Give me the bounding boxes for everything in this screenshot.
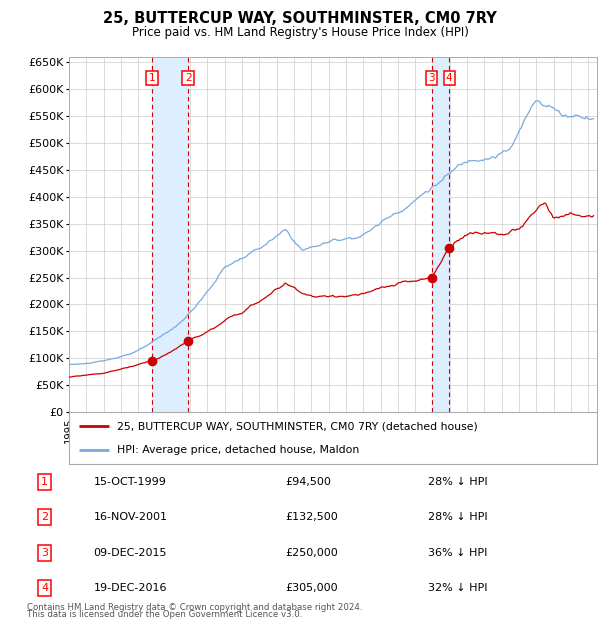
Text: 4: 4 [446,73,452,83]
Text: 2: 2 [185,73,191,83]
Text: 25, BUTTERCUP WAY, SOUTHMINSTER, CM0 7RY (detached house): 25, BUTTERCUP WAY, SOUTHMINSTER, CM0 7RY… [116,421,477,431]
Text: 2: 2 [41,512,49,522]
Text: 16-NOV-2001: 16-NOV-2001 [94,512,167,522]
Bar [152,57,188,412]
Text: 36% ↓ HPI: 36% ↓ HPI [428,547,488,558]
Text: 3: 3 [428,73,435,83]
Text: HPI: Average price, detached house, Maldon: HPI: Average price, detached house, Mald… [116,445,359,455]
Text: Price paid vs. HM Land Registry's House Price Index (HPI): Price paid vs. HM Land Registry's House … [131,26,469,39]
Text: 1: 1 [149,73,155,83]
Bar [431,57,449,412]
Text: 19-DEC-2016: 19-DEC-2016 [94,583,167,593]
Text: £132,500: £132,500 [285,512,338,522]
Text: Contains HM Land Registry data © Crown copyright and database right 2024.: Contains HM Land Registry data © Crown c… [27,603,362,612]
Text: 1: 1 [41,477,48,487]
Text: 09-DEC-2015: 09-DEC-2015 [94,547,167,558]
Text: 28% ↓ HPI: 28% ↓ HPI [428,477,488,487]
Text: 4: 4 [41,583,49,593]
Text: £250,000: £250,000 [285,547,338,558]
Text: 28% ↓ HPI: 28% ↓ HPI [428,512,488,522]
Text: £94,500: £94,500 [285,477,331,487]
Text: 15-OCT-1999: 15-OCT-1999 [94,477,166,487]
Text: This data is licensed under the Open Government Licence v3.0.: This data is licensed under the Open Gov… [27,610,302,619]
Text: 3: 3 [41,547,48,558]
Text: £305,000: £305,000 [285,583,338,593]
Text: 32% ↓ HPI: 32% ↓ HPI [428,583,488,593]
Text: 25, BUTTERCUP WAY, SOUTHMINSTER, CM0 7RY: 25, BUTTERCUP WAY, SOUTHMINSTER, CM0 7RY [103,11,497,26]
